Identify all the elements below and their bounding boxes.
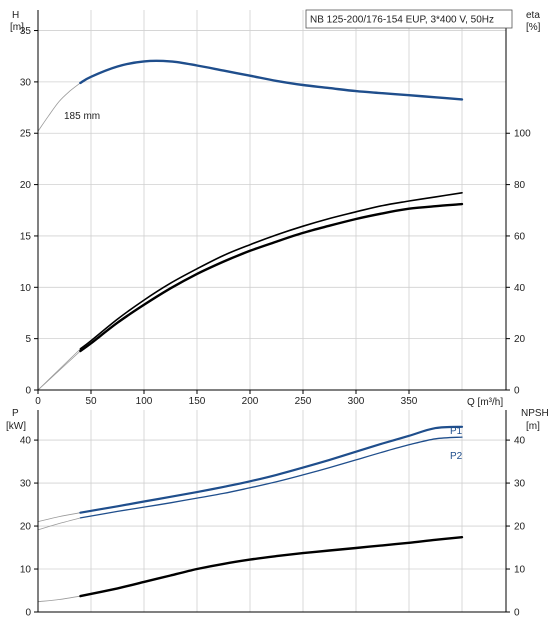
flow-tick-label: 350 — [401, 396, 418, 407]
eta-tick-label: 60 — [514, 231, 526, 242]
title-box — [305, 9, 513, 29]
p2-series-label: P2 — [450, 451, 463, 462]
head-tick-label: 20 — [20, 180, 32, 191]
head-curve — [79, 59, 464, 101]
power-axis-label-unit: [kW] — [6, 421, 26, 432]
eta-tick-label: 40 — [514, 283, 526, 294]
npsh-tick-label: 40 — [514, 436, 526, 447]
head-tick-label: 5 — [25, 334, 31, 345]
bottom-ticks: 0 10 20 30 40 0 10 20 30 40 — [20, 436, 526, 619]
head-axis-label-unit: [m] — [10, 22, 24, 33]
eta-tick-label: 0 — [514, 386, 520, 397]
power-tick-label: 10 — [20, 565, 32, 576]
p1-curve — [79, 425, 464, 514]
power-tick-label: 30 — [20, 479, 32, 490]
p1-curve-extension — [37, 512, 81, 523]
impeller-diameter-label: 185 mm — [64, 111, 100, 122]
power-axis-label-p: P — [12, 408, 19, 419]
npsh-curve-extension — [37, 595, 81, 603]
eta-axis-label: eta — [526, 10, 540, 21]
head-tick-label: 0 — [25, 386, 31, 397]
power-tick-label: 40 — [20, 436, 32, 447]
npsh-tick-label: 30 — [514, 479, 526, 490]
eta-tick-label: 100 — [514, 129, 531, 140]
efficiency-curve-lower — [79, 202, 464, 353]
head-tick-label: 15 — [20, 231, 32, 242]
head-axis-label-h: H — [12, 10, 19, 21]
top-grid — [37, 10, 506, 391]
flow-tick-label: 100 — [136, 396, 153, 407]
head-curve-extension — [37, 82, 81, 132]
flow-axis-label: Q [m³/h] — [467, 397, 503, 408]
head-tick-label: 35 — [20, 26, 32, 37]
bottom-panel: 0 10 20 30 40 0 10 20 30 40 P [kW] NPSH [m] P1 P2 — [6, 408, 549, 619]
head-tick-label: 25 — [20, 129, 32, 140]
bottom-grid — [37, 410, 506, 613]
eta-tick-label: 20 — [514, 334, 526, 345]
top-curves — [37, 59, 464, 391]
npsh-axis-label: NPSH — [521, 408, 549, 419]
npsh-tick-label: 20 — [514, 522, 526, 533]
npsh-tick-label: 0 — [514, 608, 520, 619]
flow-tick-label: 200 — [242, 396, 259, 407]
chart-title: NB 125-200/176-154 EUP, 3*400 V, 50Hz — [310, 15, 494, 26]
efficiency-curve-upper — [79, 192, 463, 350]
flow-tick-label: 0 — [35, 396, 41, 407]
efficiency-curve-lower-extension — [37, 350, 81, 391]
npsh-axis-label-unit: [m] — [526, 421, 540, 432]
flow-tick-label: 300 — [348, 396, 365, 407]
bottom-axes — [37, 410, 507, 613]
flow-tick-label: 250 — [295, 396, 312, 407]
head-tick-label: 30 — [20, 77, 32, 88]
power-tick-label: 0 — [25, 608, 31, 619]
top-axes — [37, 10, 507, 391]
npsh-tick-label: 10 — [514, 565, 526, 576]
head-tick-label: 10 — [20, 283, 32, 294]
npsh-curve — [79, 536, 464, 598]
flow-tick-label: 50 — [85, 396, 97, 407]
p2-curve — [79, 436, 463, 519]
eta-tick-label: 80 — [514, 180, 526, 191]
power-tick-label: 20 — [20, 522, 32, 533]
eta-axis-label-unit: [%] — [526, 22, 541, 33]
bottom-curves — [37, 425, 464, 603]
p1-series-label: P1 — [450, 426, 463, 437]
flow-tick-label: 150 — [189, 396, 206, 407]
p2-curve-extension — [37, 517, 81, 531]
